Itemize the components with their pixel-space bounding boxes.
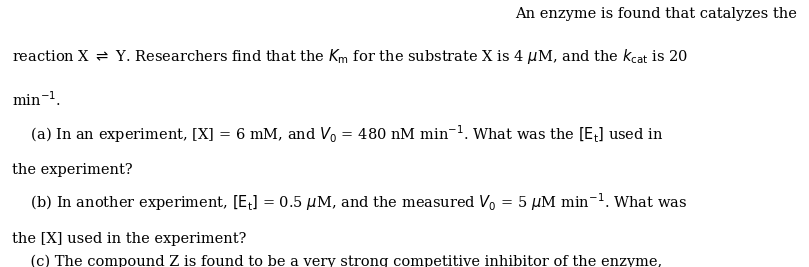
Text: An enzyme is found that catalyzes the: An enzyme is found that catalyzes the [515, 7, 797, 21]
Text: reaction X $\rightleftharpoons$ Y. Researchers find that the $K_{\mathrm{m}}$ fo: reaction X $\rightleftharpoons$ Y. Resea… [12, 47, 688, 66]
Text: (c) The compound Z is found to be a very strong competitive inhibitor of the enz: (c) The compound Z is found to be a very… [12, 254, 663, 267]
Text: the [X] used in the experiment?: the [X] used in the experiment? [12, 232, 247, 246]
Text: min$^{-1}$.: min$^{-1}$. [12, 91, 61, 109]
Text: (b) In another experiment, $[\mathrm{E_t}]$ = 0.5 $\mu$M, and the measured $V_0$: (b) In another experiment, $[\mathrm{E_t… [12, 191, 688, 213]
Text: the experiment?: the experiment? [12, 163, 133, 177]
Text: (a) In an experiment, [X] = 6 mM, and $V_0$ = 480 nM min$^{-1}$. What was the $[: (a) In an experiment, [X] = 6 mM, and $V… [12, 123, 663, 144]
